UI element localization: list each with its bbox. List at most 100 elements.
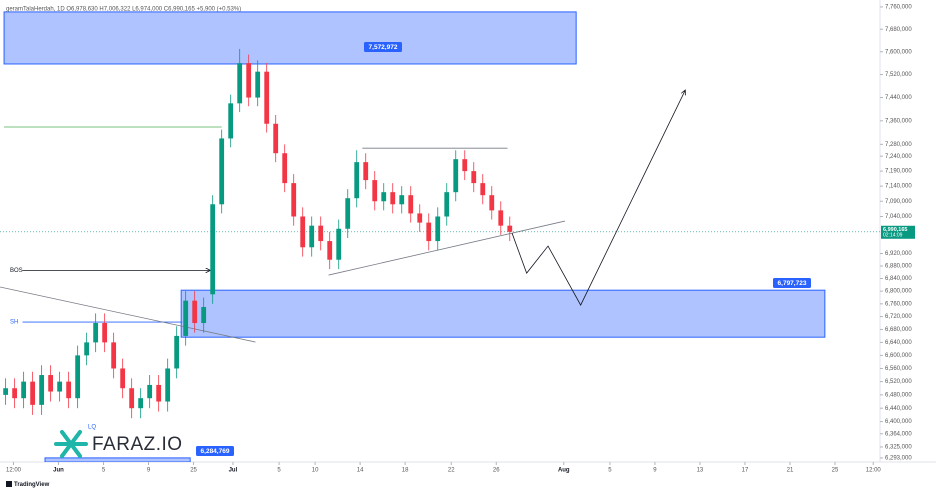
y-tick-label: 7,360,000 bbox=[885, 118, 912, 124]
zone-label: 6,797,723 bbox=[778, 280, 807, 287]
y-tick-label: 6,560,000 bbox=[885, 366, 912, 372]
candle-body bbox=[390, 192, 396, 205]
x-tick-label: Aug bbox=[558, 468, 570, 474]
candle-body bbox=[318, 225, 324, 242]
x-tick-label: Jul bbox=[229, 468, 238, 474]
candle-body bbox=[381, 192, 387, 202]
x-tick-label: 14 bbox=[357, 468, 364, 474]
x-tick-label: 5 bbox=[277, 468, 281, 474]
y-tick-label: 6,680,000 bbox=[885, 327, 912, 333]
x-tick-label: 26 bbox=[493, 468, 500, 474]
candle-body bbox=[156, 384, 162, 402]
candle-body bbox=[246, 63, 252, 98]
candle-body bbox=[309, 225, 315, 248]
candle-body bbox=[498, 210, 504, 226]
zone bbox=[44, 457, 191, 462]
candle-body bbox=[300, 216, 306, 248]
watermark-text: FARAZ.IO bbox=[92, 434, 183, 455]
candle-body bbox=[273, 123, 279, 154]
zone-badge bbox=[364, 42, 402, 52]
zone-badge bbox=[773, 278, 811, 288]
y-tick-label: 7,680,000 bbox=[885, 27, 912, 33]
candle-body bbox=[372, 180, 378, 202]
y-tick-label: 6,800,000 bbox=[885, 289, 912, 295]
y-tick-label: 6,480,000 bbox=[885, 392, 912, 398]
zone bbox=[3, 11, 577, 65]
y-tick-label: 6,293,000 bbox=[885, 455, 912, 461]
candle-body bbox=[147, 384, 153, 399]
y-tick-label: 6,840,000 bbox=[885, 276, 912, 282]
brand-logo bbox=[6, 481, 12, 487]
y-tick-label: 6,640,000 bbox=[885, 340, 912, 346]
line-label: BOS bbox=[10, 268, 23, 274]
y-tick-label: 6,760,000 bbox=[885, 301, 912, 307]
zone-label: 6,284,769 bbox=[201, 448, 230, 455]
y-tick-label: 6,520,000 bbox=[885, 379, 912, 385]
y-tick-label: 6,920,000 bbox=[885, 251, 912, 257]
drawing-line bbox=[328, 220, 565, 276]
candle-body bbox=[444, 192, 450, 217]
candle-body bbox=[165, 368, 171, 402]
candle-body bbox=[264, 71, 270, 124]
y-tick-label: 6,600,000 bbox=[885, 353, 912, 359]
y-tick-label: 7,760,000 bbox=[885, 5, 912, 11]
x-tick-label: 5 bbox=[102, 468, 106, 474]
candle-body bbox=[462, 159, 468, 172]
x-tick-label: Jun bbox=[53, 468, 64, 474]
candle-body bbox=[282, 153, 288, 184]
y-tick-label: 7,040,000 bbox=[885, 214, 912, 220]
lq-label: LQ bbox=[88, 425, 96, 431]
candle-body bbox=[21, 381, 27, 399]
y-tick-label: 7,280,000 bbox=[885, 142, 912, 148]
candle-body bbox=[354, 162, 360, 199]
candle-body bbox=[291, 183, 297, 217]
candle-body bbox=[84, 342, 90, 356]
candle-body bbox=[66, 381, 72, 399]
y-tick-label: 7,140,000 bbox=[885, 184, 912, 190]
zone-label: 7,572,972 bbox=[369, 44, 398, 51]
y-tick-label: 6,325,000 bbox=[885, 445, 912, 451]
candle-body bbox=[138, 398, 144, 409]
candle-body bbox=[210, 204, 216, 295]
candle-body bbox=[174, 335, 180, 369]
x-tick-label: 10 bbox=[312, 468, 319, 474]
candle-body bbox=[93, 323, 99, 343]
y-tick-label: 7,090,000 bbox=[885, 199, 912, 205]
y-tick-label: 7,440,000 bbox=[885, 95, 912, 101]
y-tick-label: 6,364,000 bbox=[885, 431, 912, 437]
candle-body bbox=[327, 241, 333, 260]
y-tick-label: 7,600,000 bbox=[885, 49, 912, 55]
candle-body bbox=[228, 103, 234, 139]
x-tick-label: 25 bbox=[190, 468, 197, 474]
candle-body bbox=[426, 222, 432, 242]
candle-body bbox=[192, 300, 198, 324]
plot-area bbox=[0, 11, 880, 462]
y-tick-label: 6,400,000 bbox=[885, 419, 912, 425]
candle-body bbox=[471, 171, 477, 184]
candle-body bbox=[129, 388, 135, 409]
candle-body bbox=[480, 183, 486, 196]
x-tick-label: 9 bbox=[147, 468, 151, 474]
candle-body bbox=[399, 195, 405, 205]
candle-body bbox=[345, 198, 351, 229]
candle-body bbox=[255, 71, 261, 98]
candle-body bbox=[75, 355, 81, 399]
candle-body bbox=[435, 216, 441, 242]
x-tick-label: 13 bbox=[697, 468, 704, 474]
brand: TradingView bbox=[6, 481, 50, 488]
x-tick-label: 25 bbox=[832, 468, 839, 474]
drawing-line bbox=[0, 286, 256, 343]
candle-body bbox=[183, 300, 189, 336]
candle-body bbox=[120, 368, 126, 389]
x-tick-label: 9 bbox=[653, 468, 657, 474]
y-tick-label: 7,190,000 bbox=[885, 169, 912, 175]
candle-body bbox=[48, 375, 54, 392]
candle-body bbox=[57, 381, 63, 392]
line-label: SH bbox=[10, 320, 18, 326]
x-tick-label: 18 bbox=[402, 468, 409, 474]
candle-body bbox=[507, 225, 513, 232]
y-tick-label: 7,520,000 bbox=[885, 72, 912, 78]
x-tick-label: 17 bbox=[742, 468, 749, 474]
